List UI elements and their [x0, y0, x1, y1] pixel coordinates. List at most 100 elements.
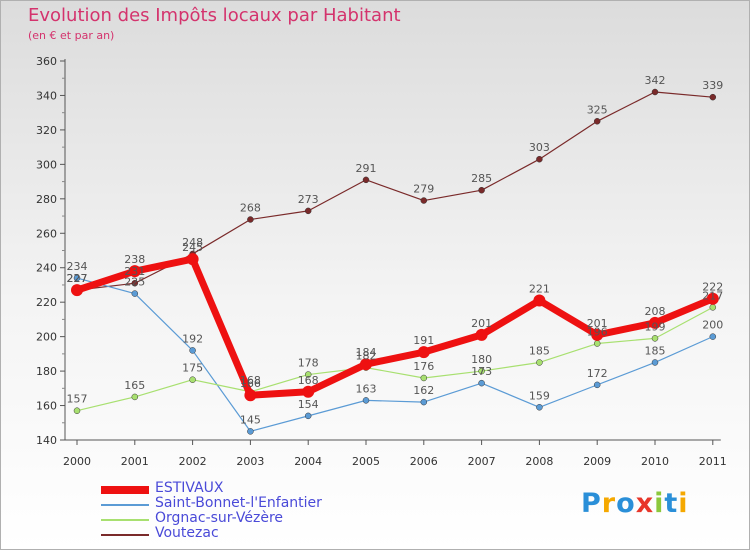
data-label: 185 [529, 344, 550, 357]
data-point [128, 265, 141, 278]
y-tick-label: 300 [36, 158, 57, 171]
data-label: 196 [587, 326, 608, 339]
data-label: 248 [182, 236, 203, 249]
y-tick-label: 180 [36, 365, 57, 378]
legend-swatch [101, 534, 149, 536]
data-label: 180 [471, 353, 492, 366]
legend-item: ESTIVAUX [101, 480, 401, 498]
data-label: 285 [471, 172, 492, 185]
data-label: 168 [240, 374, 261, 387]
logo-letter: P [581, 488, 602, 519]
data-label: 291 [356, 162, 377, 175]
data-label: 200 [702, 319, 723, 332]
data-label: 268 [240, 201, 261, 214]
data-label: 227 [67, 272, 88, 285]
logo-letter: t [664, 488, 679, 519]
data-point [244, 389, 257, 402]
series-layer [71, 88, 719, 435]
data-point [709, 304, 717, 311]
logo-letter: r [601, 488, 617, 519]
x-tick-label: 2004 [294, 455, 322, 468]
data-point [533, 294, 546, 307]
data-point [591, 328, 604, 341]
data-point [247, 216, 254, 223]
data-label: 201 [471, 317, 492, 330]
data-point [189, 376, 196, 383]
y-tick-label: 280 [36, 193, 57, 206]
y-tick-label: 360 [36, 55, 57, 68]
x-tick-label: 2001 [121, 455, 149, 468]
data-label: 172 [587, 367, 608, 380]
data-label: 154 [298, 398, 319, 411]
data-label: 208 [645, 305, 666, 318]
data-label: 185 [645, 344, 666, 357]
legend-label: Orgnac-sur-Vézère [155, 510, 284, 526]
legend-label: Saint-Bonnet-l'Enfantier [155, 495, 322, 511]
data-point [536, 155, 543, 163]
legend-swatch [101, 486, 149, 494]
data-point [302, 385, 315, 398]
y-tick-label: 140 [36, 434, 57, 447]
data-label: 192 [182, 332, 203, 345]
data-point [189, 347, 196, 354]
x-tick-label: 2006 [410, 455, 438, 468]
x-tick-label: 2011 [699, 455, 727, 468]
data-label: 176 [413, 360, 434, 373]
data-point [420, 197, 428, 204]
y-tick-label: 240 [36, 262, 57, 275]
legend-swatch [101, 519, 149, 521]
logo-letter: i [654, 488, 665, 519]
data-label: 217 [702, 289, 723, 302]
data-point [360, 358, 372, 371]
data-label: 166 [240, 377, 261, 390]
data-label: 145 [240, 413, 261, 426]
data-label: 168 [298, 374, 319, 387]
data-label: 178 [298, 357, 319, 370]
data-point [651, 335, 659, 342]
y-tick-label: 260 [36, 227, 57, 240]
data-label: 163 [356, 382, 377, 395]
data-point [417, 346, 430, 359]
series-1 [73, 274, 717, 435]
legend-label: Voutezac [155, 525, 219, 541]
data-point [651, 88, 659, 96]
data-label: 199 [645, 320, 666, 333]
data-point [709, 333, 717, 340]
data-point [131, 393, 139, 401]
data-point [649, 316, 661, 329]
data-label: 339 [702, 79, 723, 92]
data-label: 184 [356, 346, 377, 359]
chart-legend: ESTIVAUX Saint-Bonnet-l'Enfantier Orgnac-s… [101, 480, 401, 543]
data-label: 173 [471, 365, 492, 378]
series-line [76, 277, 714, 432]
y-tick-label: 200 [36, 331, 57, 344]
data-point [186, 253, 199, 266]
data-point [651, 359, 659, 366]
data-label: 303 [529, 141, 550, 154]
data-point [247, 428, 254, 435]
x-tick-label: 2007 [468, 455, 496, 468]
data-point [71, 284, 83, 297]
y-tick-label: 320 [36, 124, 57, 137]
data-point [536, 404, 543, 411]
data-label: 325 [587, 103, 608, 116]
x-tick-label: 2003 [236, 455, 264, 468]
data-label: 201 [587, 317, 608, 330]
chart-subtitle: (en € et par an) [28, 29, 115, 42]
data-point [478, 367, 485, 375]
x-tick-label: 2002 [179, 455, 207, 468]
data-label: 273 [298, 193, 319, 206]
x-tick-label: 2010 [641, 455, 669, 468]
data-label: 231 [124, 265, 145, 278]
data-point [709, 93, 717, 101]
data-label: 245 [182, 241, 203, 254]
series-0 [71, 253, 719, 402]
y-tick-label: 340 [36, 89, 57, 102]
data-point [131, 279, 139, 287]
x-tick-label: 2000 [63, 455, 91, 468]
logo-letter: i [678, 488, 689, 519]
data-label: 157 [67, 393, 88, 406]
data-point [593, 381, 601, 389]
proxiti-logo: Proxiti [581, 488, 689, 519]
